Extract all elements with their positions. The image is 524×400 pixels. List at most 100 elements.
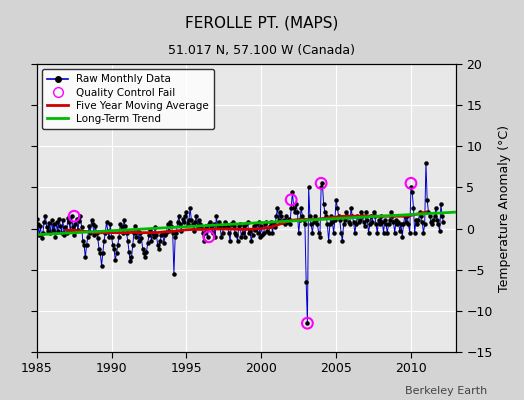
Point [70, 213, 78, 220]
Point [253, 230, 261, 236]
Point [262, 219, 270, 225]
Point [78, 224, 86, 230]
Point [125, 248, 133, 255]
Point [432, 205, 440, 211]
Point [301, 221, 309, 228]
Point [215, 219, 223, 225]
Point [120, 217, 128, 224]
Point [361, 223, 369, 229]
Point [45, 220, 53, 226]
Point [172, 230, 181, 236]
Point [183, 221, 192, 228]
Point [217, 234, 225, 240]
Point [350, 219, 358, 225]
Point [413, 221, 421, 228]
Point [228, 219, 237, 225]
Point [267, 219, 276, 225]
Point [392, 217, 400, 224]
Point [397, 221, 405, 228]
Point [328, 219, 336, 225]
Point [431, 213, 439, 220]
Point [373, 230, 381, 236]
Point [35, 232, 43, 238]
Point [195, 217, 203, 224]
Point [347, 205, 355, 211]
Point [161, 232, 169, 238]
Point [89, 221, 97, 228]
Legend: Raw Monthly Data, Quality Control Fail, Five Year Moving Average, Long-Term Tren: Raw Monthly Data, Quality Control Fail, … [42, 69, 214, 129]
Point [388, 213, 397, 220]
Point [155, 246, 163, 252]
Point [56, 223, 64, 229]
Point [50, 221, 58, 228]
Point [417, 213, 425, 220]
Point [279, 217, 288, 224]
Point [282, 213, 290, 220]
Point [303, 320, 312, 326]
Point [88, 217, 96, 224]
Point [242, 221, 250, 228]
Point [337, 230, 345, 236]
Point [184, 217, 193, 224]
Point [41, 213, 50, 220]
Point [179, 216, 187, 222]
Point [336, 217, 344, 224]
Point [137, 235, 146, 242]
Point [393, 221, 401, 228]
Point [206, 219, 214, 225]
Point [259, 230, 268, 236]
Point [409, 205, 418, 211]
Point [285, 216, 293, 222]
Point [434, 221, 443, 228]
Point [210, 221, 218, 228]
Point [199, 230, 207, 236]
Point [154, 242, 162, 248]
Point [144, 240, 152, 246]
Point [322, 213, 330, 220]
Point [384, 221, 392, 228]
Point [151, 224, 159, 230]
Y-axis label: Temperature Anomaly (°C): Temperature Anomaly (°C) [498, 124, 511, 292]
Point [327, 213, 335, 220]
Point [186, 205, 194, 211]
Point [231, 230, 239, 236]
Point [359, 219, 368, 225]
Point [258, 232, 267, 238]
Point [420, 221, 429, 228]
Point [276, 209, 284, 215]
Point [364, 230, 373, 236]
Point [320, 201, 328, 207]
Point [321, 209, 329, 215]
Point [323, 221, 332, 228]
Point [289, 205, 298, 211]
Point [406, 230, 414, 236]
Point [39, 230, 47, 236]
Point [235, 223, 243, 229]
Point [211, 234, 219, 240]
Point [213, 223, 222, 229]
Point [66, 228, 74, 234]
Point [268, 230, 277, 236]
Point [114, 242, 122, 248]
Point [227, 221, 235, 228]
Text: Berkeley Earth: Berkeley Earth [405, 386, 487, 396]
Point [287, 196, 296, 203]
Point [387, 209, 395, 215]
Point [344, 219, 353, 225]
Point [60, 232, 68, 238]
Point [156, 238, 165, 244]
Point [399, 221, 408, 228]
Point [86, 230, 94, 236]
Point [363, 217, 372, 224]
Point [76, 213, 84, 220]
Point [166, 219, 174, 225]
Point [340, 221, 348, 228]
Point [275, 217, 283, 224]
Point [104, 228, 112, 234]
Point [313, 221, 322, 228]
Point [72, 216, 81, 222]
Point [46, 230, 54, 236]
Point [422, 160, 430, 166]
Point [243, 219, 252, 225]
Point [94, 235, 102, 242]
